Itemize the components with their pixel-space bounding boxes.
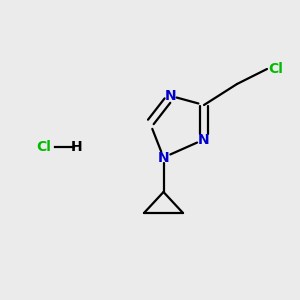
Text: N: N [198, 133, 210, 146]
Text: N: N [158, 151, 169, 164]
Text: Cl: Cl [36, 140, 51, 154]
Text: N: N [165, 89, 177, 103]
Text: Cl: Cl [268, 62, 284, 76]
Text: H: H [71, 140, 82, 154]
